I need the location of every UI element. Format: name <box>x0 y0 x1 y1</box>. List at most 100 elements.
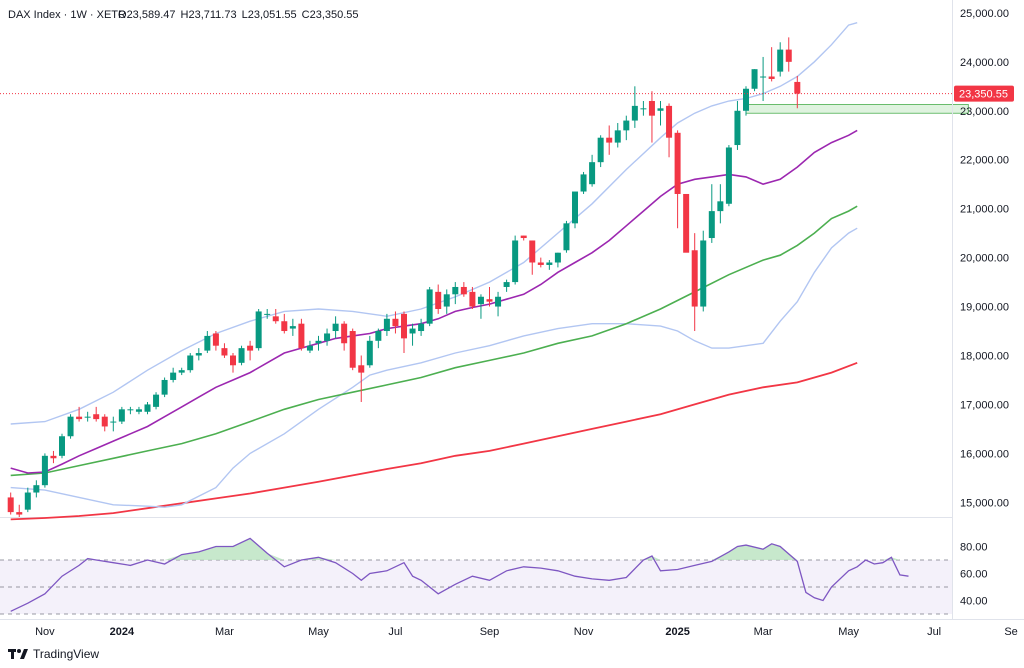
candle[interactable] <box>572 191 578 229</box>
candle[interactable] <box>691 233 698 332</box>
candle[interactable] <box>272 308 279 324</box>
candle[interactable] <box>460 282 467 297</box>
candle[interactable] <box>238 345 245 366</box>
candle[interactable] <box>520 235 527 241</box>
candle[interactable] <box>67 414 74 439</box>
candle[interactable] <box>435 284 442 314</box>
candle[interactable] <box>7 492 14 515</box>
candle[interactable] <box>59 433 65 459</box>
candle[interactable] <box>760 56 767 101</box>
candle[interactable] <box>426 286 433 327</box>
candle[interactable] <box>264 308 271 319</box>
candle[interactable] <box>324 328 331 346</box>
candle[interactable] <box>794 75 801 109</box>
candle[interactable] <box>477 294 484 319</box>
candle[interactable] <box>700 230 707 312</box>
candle[interactable] <box>392 311 399 334</box>
candle[interactable] <box>409 323 416 346</box>
price-pane[interactable] <box>0 22 969 521</box>
candle[interactable] <box>597 135 604 168</box>
candle[interactable] <box>170 367 177 383</box>
candle[interactable] <box>743 86 749 116</box>
candle[interactable] <box>118 406 125 425</box>
candle[interactable] <box>101 414 108 432</box>
candle[interactable] <box>306 340 313 354</box>
candle[interactable] <box>443 289 450 314</box>
candle[interactable] <box>33 480 40 498</box>
candle[interactable] <box>683 193 690 253</box>
candle[interactable] <box>529 240 536 275</box>
candle[interactable] <box>785 37 792 72</box>
candle[interactable] <box>144 401 151 415</box>
rsi-pane[interactable] <box>0 537 952 615</box>
candle[interactable] <box>623 115 630 141</box>
candle[interactable] <box>315 335 322 351</box>
candle[interactable] <box>614 123 621 148</box>
candle[interactable] <box>341 321 348 351</box>
tradingview-brand[interactable]: TradingView <box>8 647 99 661</box>
support-zone[interactable] <box>745 104 969 114</box>
candle[interactable] <box>84 411 91 422</box>
candle[interactable] <box>546 260 553 270</box>
price-axis[interactable]: 15,000.00 16,000.00 17,000.00 18,000.00 19,0… <box>952 0 1009 620</box>
candle[interactable] <box>247 340 254 361</box>
candle[interactable] <box>503 279 510 292</box>
candle[interactable] <box>332 316 339 339</box>
candle[interactable] <box>255 308 262 351</box>
candle[interactable] <box>606 125 613 155</box>
candle[interactable] <box>41 453 48 488</box>
candle[interactable] <box>195 348 202 361</box>
candle[interactable] <box>708 184 715 243</box>
candle[interactable] <box>50 450 57 464</box>
candle[interactable] <box>751 69 758 92</box>
candle[interactable] <box>666 103 673 158</box>
candle[interactable] <box>187 353 194 373</box>
candle[interactable] <box>401 311 407 354</box>
candle[interactable] <box>563 220 570 253</box>
candle[interactable] <box>16 504 23 517</box>
candle[interactable] <box>725 145 732 207</box>
candle[interactable] <box>631 86 638 128</box>
candle[interactable] <box>230 353 236 373</box>
candle[interactable] <box>486 286 493 307</box>
candle[interactable] <box>589 154 596 187</box>
candle[interactable] <box>495 291 502 317</box>
candle[interactable] <box>221 343 228 358</box>
candle[interactable] <box>366 335 373 368</box>
candle[interactable] <box>358 355 365 402</box>
candle[interactable] <box>648 91 655 143</box>
candle[interactable] <box>734 100 741 150</box>
candle[interactable] <box>281 313 288 334</box>
candle[interactable] <box>768 47 775 82</box>
candle[interactable] <box>512 235 519 285</box>
candle[interactable] <box>110 416 117 432</box>
candle[interactable] <box>93 406 100 422</box>
candle[interactable] <box>640 100 647 116</box>
candle[interactable] <box>76 406 83 422</box>
candle[interactable] <box>657 100 664 126</box>
candle[interactable] <box>418 318 425 336</box>
candle[interactable] <box>161 377 168 398</box>
candle[interactable] <box>452 282 459 305</box>
time-axis[interactable]: Nov 2024 Mar May Jul Sep Nov 2025 Mar May Jul Se <box>0 619 1024 639</box>
candle[interactable] <box>289 318 296 336</box>
candle[interactable] <box>554 252 561 268</box>
candle[interactable] <box>674 130 681 229</box>
candle[interactable] <box>537 257 544 268</box>
candle[interactable] <box>469 286 476 309</box>
candle[interactable] <box>24 487 31 513</box>
candle[interactable] <box>135 406 142 415</box>
candle[interactable] <box>375 328 382 349</box>
candle[interactable] <box>298 318 305 351</box>
candle[interactable] <box>383 313 390 336</box>
candle[interactable] <box>178 367 185 376</box>
candle[interactable] <box>153 392 160 410</box>
candle[interactable] <box>777 42 784 77</box>
candle[interactable] <box>349 328 356 371</box>
candle[interactable] <box>580 171 587 194</box>
candle[interactable] <box>204 331 211 354</box>
candle[interactable] <box>212 331 219 351</box>
candle[interactable] <box>717 184 724 224</box>
candle[interactable] <box>127 406 134 415</box>
